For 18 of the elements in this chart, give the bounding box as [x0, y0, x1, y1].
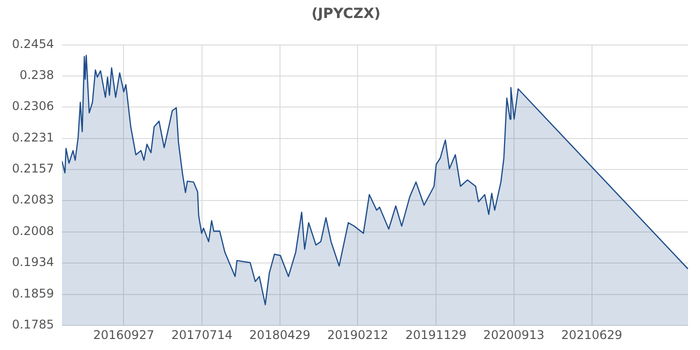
chart-title: (JPYCZX) — [311, 6, 381, 22]
y-tick-label: 0.2306 — [12, 99, 54, 114]
y-tick-label: 0.2157 — [12, 162, 54, 176]
x-tick-label: 20190212 — [327, 328, 388, 342]
y-tick-label: 0.1934 — [12, 255, 54, 270]
y-tick-label: 0.2008 — [12, 224, 54, 238]
x-tick-label: 20200913 — [483, 328, 544, 342]
x-tick-label: 20180429 — [249, 328, 310, 342]
y-tick-label: 0.2231 — [12, 130, 54, 145]
y-tick-label: 0.2083 — [12, 192, 54, 207]
y-tick-label: 0.2454 — [12, 36, 54, 51]
x-tick-label: 20210629 — [561, 328, 622, 342]
y-tick-label: 0.238 — [20, 68, 54, 82]
y-tick-label: 0.1859 — [12, 286, 54, 301]
y-tick-label: 0.1785 — [12, 318, 54, 332]
x-tick-label: 20160927 — [93, 328, 154, 342]
x-tick-label: 20191129 — [405, 328, 466, 342]
x-tick-label: 20170714 — [171, 328, 232, 342]
